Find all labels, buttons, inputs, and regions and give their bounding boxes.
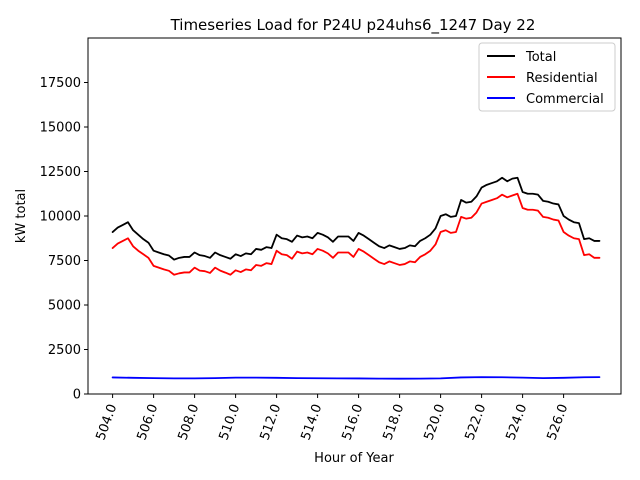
chart-title: Timeseries Load for P24U p24uhs6_1247 Da… (170, 16, 536, 35)
y-tick-label: 5000 (48, 299, 81, 314)
y-tick-label: 12500 (40, 165, 81, 180)
legend-frame (478, 42, 616, 112)
y-tick-label: 2500 (48, 343, 81, 358)
series-line-total (111, 176, 601, 261)
series-lines (111, 176, 601, 380)
y-tick-label: 7500 (48, 254, 81, 269)
legend-label-commercial: Commercial (526, 92, 604, 107)
legend-label-residential: Residential (526, 71, 598, 86)
legend-label-total: Total (525, 50, 556, 65)
legend: Total Residential Commercial (478, 42, 616, 112)
y-tick-label: 10000 (40, 210, 81, 225)
y-axis-label: kW total (14, 189, 29, 243)
y-tick-label: 15000 (40, 121, 81, 136)
y-axis-ticks: 0 2500 5000 7500 10000 12500 15000 17500 (40, 76, 88, 403)
y-tick-label: 17500 (40, 76, 81, 91)
y-tick-label: 0 (73, 388, 81, 403)
series-line-commercial (111, 376, 601, 380)
x-axis-label: Hour of Year (314, 451, 394, 466)
series-line-residential (111, 192, 601, 276)
